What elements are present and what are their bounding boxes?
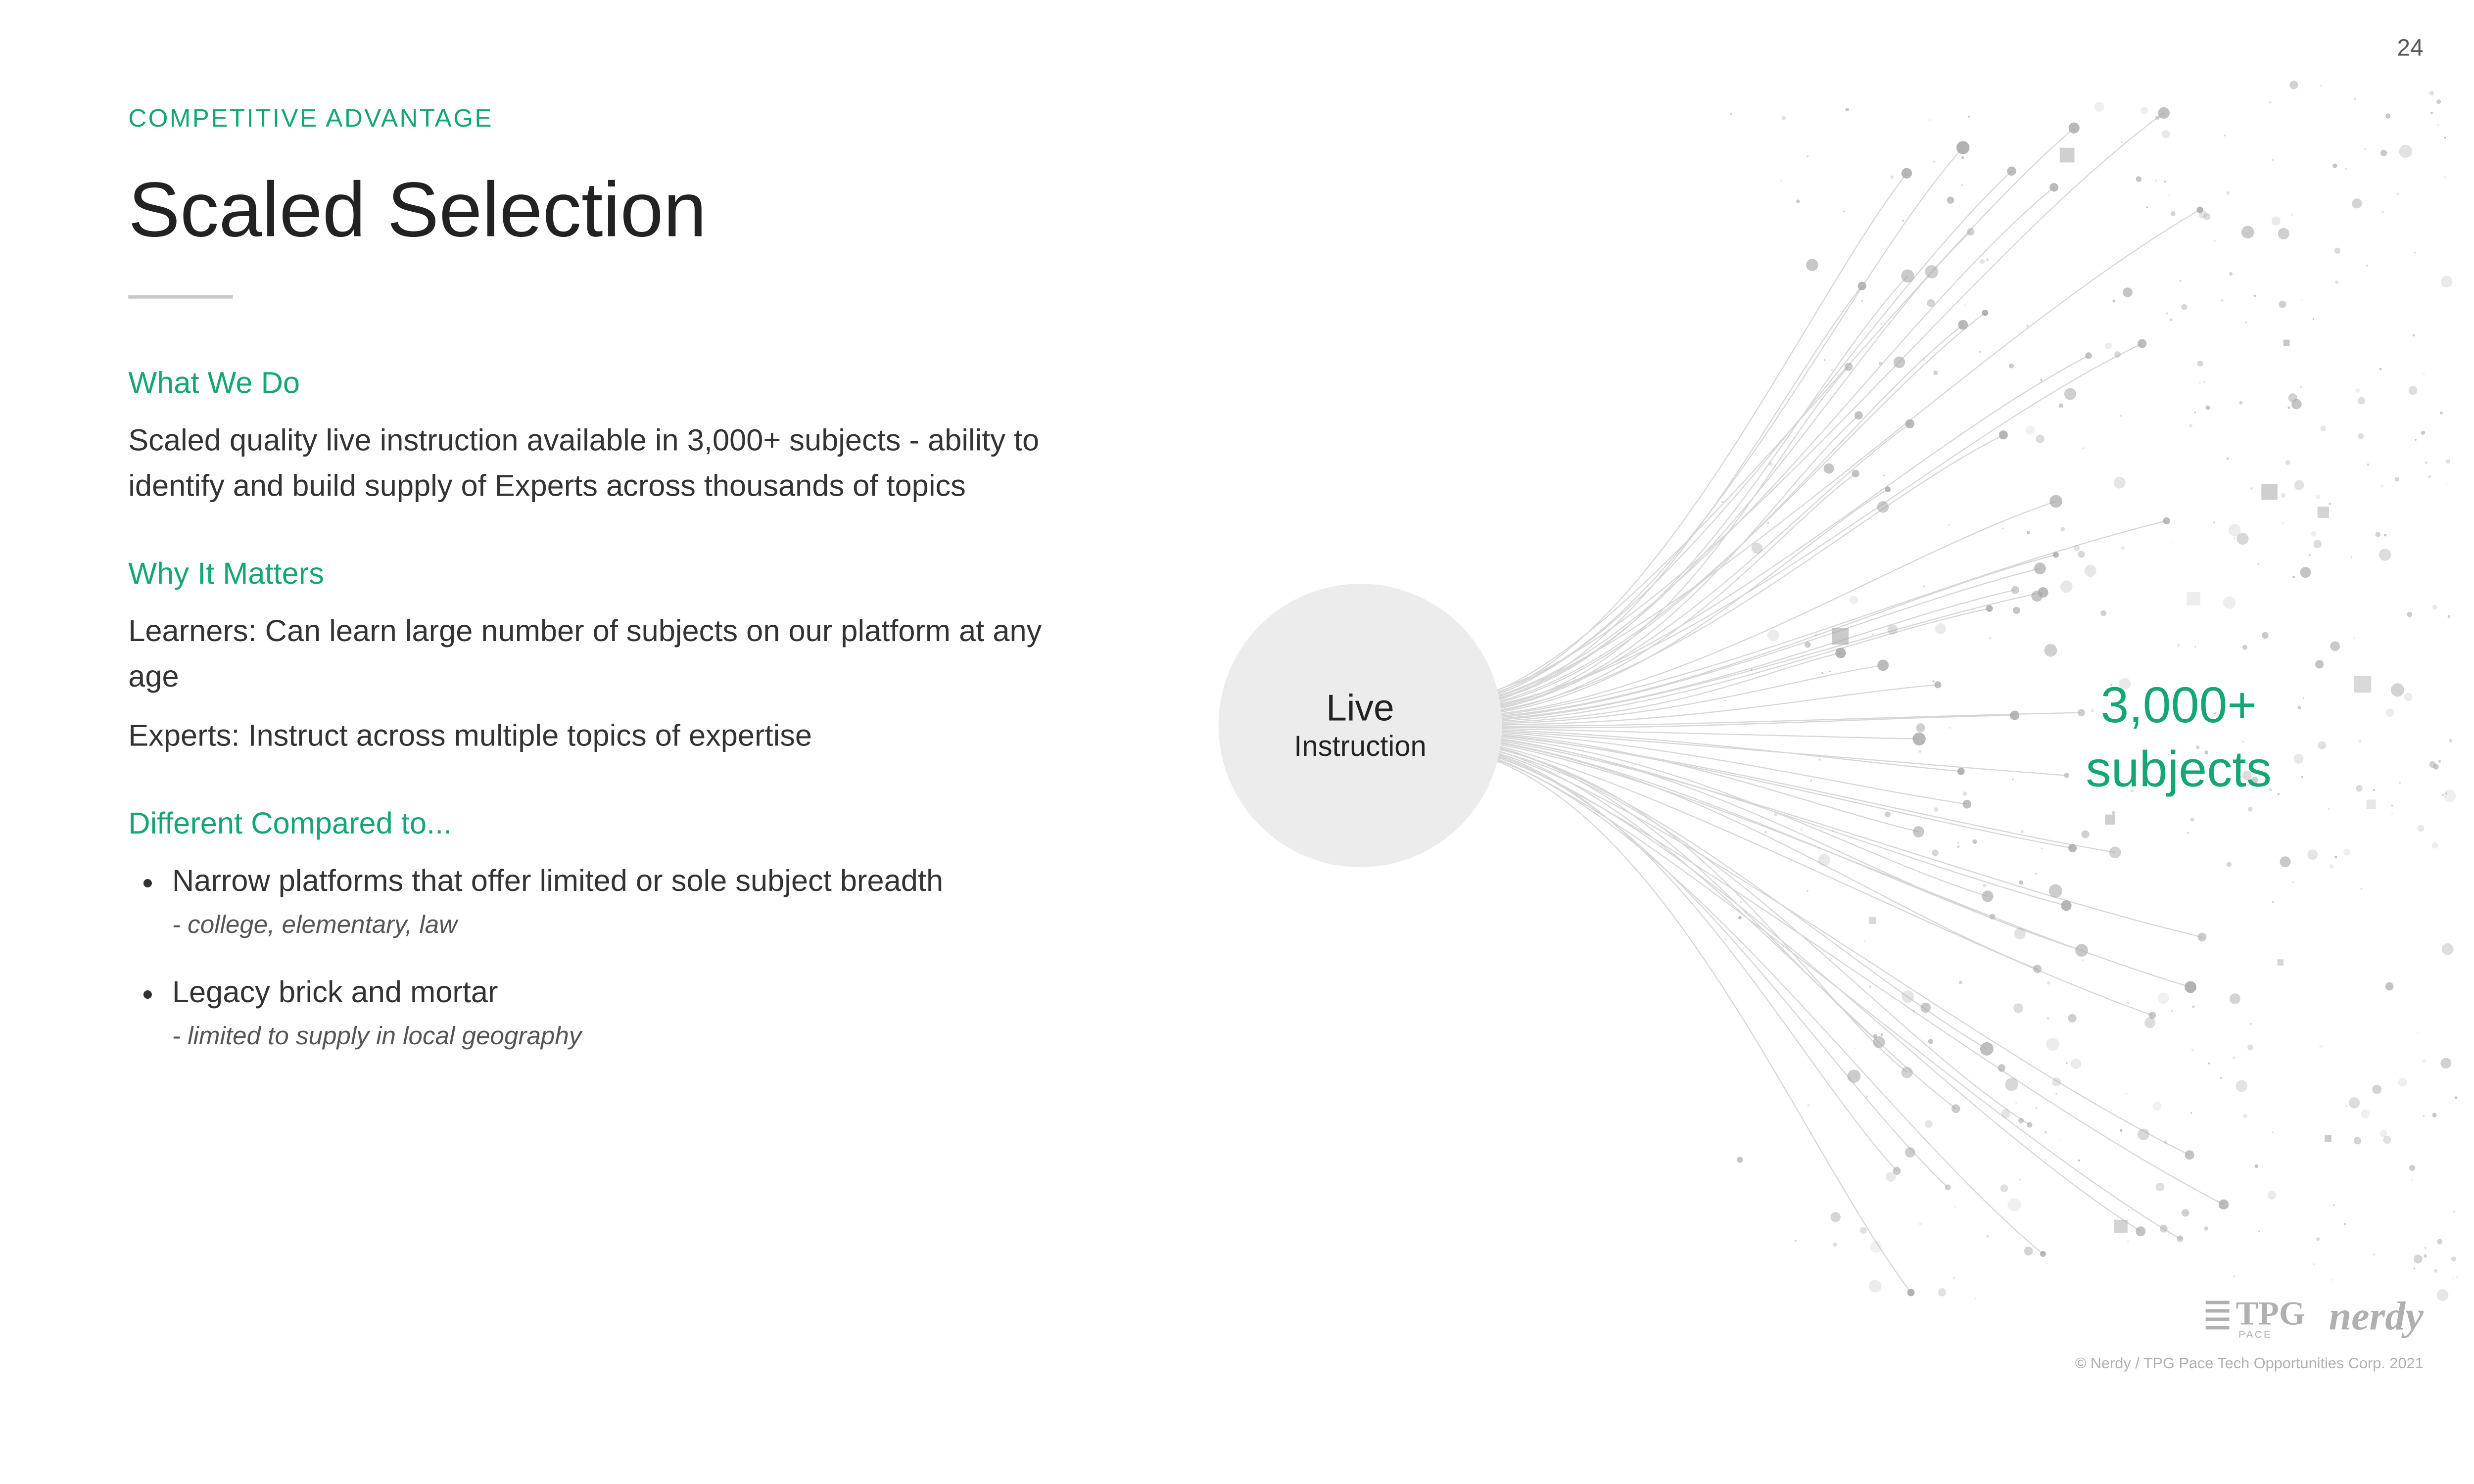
title-divider — [128, 295, 233, 299]
slide-title: Scaled Selection — [128, 164, 1073, 255]
section-heading-why: Why It Matters — [128, 557, 1073, 593]
subjects-callout: 3,000+ subjects — [2086, 675, 2272, 801]
eyebrow-label: COMPETITIVE ADVANTAGE — [128, 104, 1073, 133]
tpg-logo: TPG PACE — [2205, 1296, 2305, 1341]
list-item: Narrow platforms that offer limited or s… — [172, 859, 1073, 904]
comparison-list: Legacy brick and mortar — [128, 970, 1073, 1016]
hub-node: Live Instruction — [1218, 584, 1502, 867]
network-visualization: Live Instruction 3,000+ subjects — [1191, 50, 2474, 1366]
list-item: Legacy brick and mortar — [172, 970, 1073, 1016]
tpg-logo-text: TPG — [2236, 1296, 2305, 1334]
body-why-2: Experts: Instruct across multiple topics… — [128, 714, 1073, 759]
section-heading-diff: Different Compared to... — [128, 806, 1073, 842]
nerdy-logo: nerdy — [2329, 1296, 2424, 1341]
list-sub-note: - college, elementary, law — [128, 911, 1073, 940]
hub-label-1: Live — [1326, 687, 1394, 731]
body-why-1: Learners: Can learn large number of subj… — [128, 609, 1073, 700]
body-what: Scaled quality live instruction availabl… — [128, 418, 1073, 510]
callout-line-1: 3,000+ — [2100, 678, 2257, 734]
list-sub-note: - limited to supply in local geography — [128, 1022, 1073, 1051]
content-left-column: COMPETITIVE ADVANTAGE Scaled Selection W… — [128, 104, 1073, 1081]
hub-label-2: Instruction — [1294, 731, 1427, 764]
tpg-bars-icon — [2205, 1300, 2229, 1330]
callout-line-2: subjects — [2086, 742, 2272, 797]
footer-logos: TPG PACE nerdy — [2205, 1296, 2423, 1341]
slide: 24 COMPETITIVE ADVANTAGE Scaled Selectio… — [0, 0, 2474, 1392]
copyright-text: © Nerdy / TPG Pace Tech Opportunities Co… — [2075, 1355, 2424, 1372]
comparison-list: Narrow platforms that offer limited or s… — [128, 859, 1073, 904]
section-heading-what: What We Do — [128, 366, 1073, 402]
